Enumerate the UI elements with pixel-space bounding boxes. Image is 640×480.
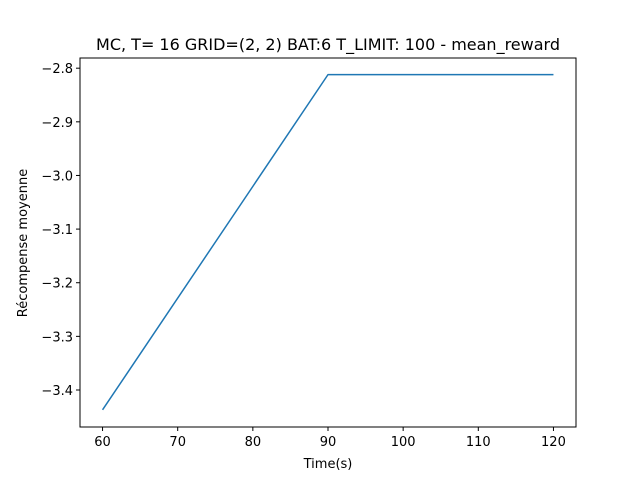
x-tick-label: 110 bbox=[466, 435, 491, 450]
y-tick-label: −2.9 bbox=[41, 116, 73, 131]
chart-title: MC, T= 16 GRID=(2, 2) BAT:6 T_LIMIT: 100… bbox=[96, 35, 560, 55]
x-tick-label: 60 bbox=[94, 435, 111, 450]
series-line bbox=[101, 73, 554, 411]
y-tick-label: −3.3 bbox=[41, 330, 73, 345]
y-tick-label: −3.4 bbox=[41, 384, 73, 399]
x-tick-label: 80 bbox=[245, 435, 262, 450]
x-tick-label: 90 bbox=[320, 435, 337, 450]
y-tick-label: −3.0 bbox=[41, 169, 73, 184]
x-axis-label: Time(s) bbox=[303, 457, 353, 472]
x-tick-label: 70 bbox=[169, 435, 186, 450]
y-tick-label: −3.1 bbox=[41, 223, 73, 238]
y-tick-label: −2.8 bbox=[41, 62, 73, 77]
x-tick-label: 100 bbox=[391, 435, 416, 450]
y-tick-label: −3.2 bbox=[41, 277, 73, 292]
x-tick-label: 120 bbox=[541, 435, 566, 450]
y-axis-label: Récompense moyenne bbox=[16, 169, 31, 317]
plot-area: 60 70 80 90 100 110 120 −3.4 −3.3 −3.2 −3.1 −3.0 −2.… bbox=[41, 57, 577, 450]
axes-frame bbox=[79, 57, 577, 428]
